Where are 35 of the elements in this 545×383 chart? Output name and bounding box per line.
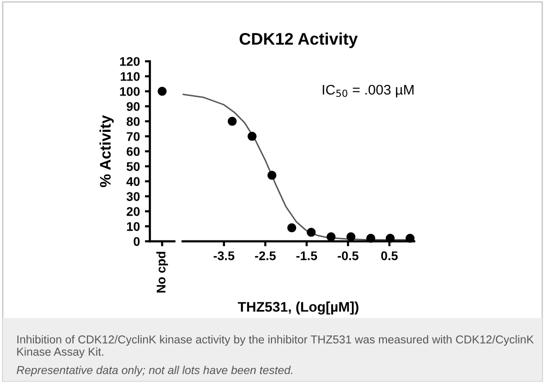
y-tick-label: 120 <box>120 57 140 66</box>
y-tick-label: 60 <box>126 147 140 156</box>
point <box>287 223 296 232</box>
point <box>267 170 276 180</box>
y-tick-label: 20 <box>126 207 140 216</box>
text: Inhibition of CDK12/CyclinK kinase activity by the inhibitor THZ531 was measured with CDK12/CyclinK Kinase Assay Kit. <box>17 335 534 358</box>
y-tick-label: 40 <box>126 177 140 186</box>
x-tick-label: -0.5 <box>338 251 358 260</box>
x-tick-label: -3.5 <box>214 251 234 260</box>
y-tick-label: 70 <box>126 132 140 141</box>
point <box>406 234 415 243</box>
x-tick-label: -1.5 <box>296 251 318 260</box>
x-axis-title: THZ531, (Log[µM]) <box>238 302 358 315</box>
y-tick-label: 80 <box>126 117 140 126</box>
point <box>326 232 336 242</box>
y-tick-label: 10 <box>127 222 140 231</box>
y-tick-label: 50 <box>126 162 140 171</box>
x-tick-label: -2.5 <box>255 251 276 260</box>
point <box>306 228 316 237</box>
annotation: IC$_{50}$ = .003 µM <box>322 84 414 98</box>
chart-title: CDK12 Activity <box>240 32 358 48</box>
y-tick-label: 0 <box>134 237 140 246</box>
point <box>386 234 395 243</box>
point <box>366 234 376 243</box>
y-axis-title: % Activity <box>100 115 114 188</box>
y-tick-label: 100 <box>120 87 140 96</box>
y-tick-label: 90 <box>126 102 140 111</box>
point <box>346 232 356 242</box>
point <box>248 132 257 141</box>
x-tick-label: No cpd <box>156 252 168 293</box>
y-tick-label: 30 <box>126 192 140 201</box>
x-tick-label: 0.5 <box>381 251 398 260</box>
text: Representative data only; not all lots have been tested. <box>16 366 292 376</box>
y-tick-label: 110 <box>120 72 140 81</box>
point <box>228 116 237 126</box>
